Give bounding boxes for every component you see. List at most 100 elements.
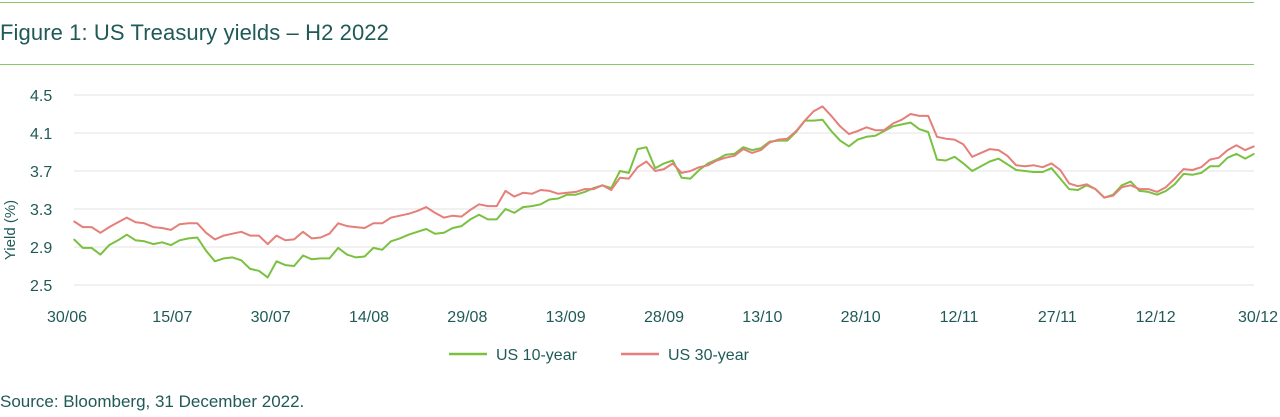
data-point	[266, 276, 269, 279]
data-point	[205, 250, 207, 252]
x-tick-label: 13/10	[742, 309, 782, 326]
page-title: Figure 1: US Treasury yields – H2 2022	[0, 20, 389, 45]
data-point	[302, 231, 304, 233]
data-point	[989, 148, 991, 150]
data-point	[953, 156, 956, 158]
y-tick-label: 4.5	[30, 88, 52, 105]
x-tick-label: 12/12	[1136, 309, 1176, 326]
data-point	[1209, 165, 1211, 168]
data-point	[786, 137, 789, 140]
data-point	[1218, 165, 1220, 168]
x-tick-label: 28/09	[644, 309, 684, 326]
data-point	[707, 164, 709, 167]
data-point	[73, 238, 75, 241]
data-point	[372, 222, 375, 225]
data-point	[355, 226, 357, 228]
data-point	[654, 170, 656, 172]
data-point	[557, 197, 560, 200]
data-point	[152, 243, 155, 245]
data-point	[918, 128, 921, 130]
data-point	[495, 218, 498, 221]
data-point	[205, 232, 207, 234]
data-point	[178, 239, 181, 242]
data-point	[856, 130, 859, 132]
series-line	[73, 118, 1255, 279]
data-point	[909, 113, 912, 115]
data-point	[434, 212, 436, 214]
data-point	[1147, 191, 1150, 193]
data-point	[478, 213, 480, 216]
data-point	[901, 118, 903, 121]
series-us-10-year	[73, 118, 1255, 279]
data-point	[319, 257, 322, 260]
data-point	[240, 259, 243, 262]
data-point	[469, 209, 472, 211]
data-point	[108, 244, 110, 246]
data-point	[1059, 169, 1062, 171]
data-point	[478, 203, 480, 206]
data-point	[742, 146, 745, 148]
data-point	[539, 189, 542, 191]
data-point	[997, 149, 1000, 151]
data-point	[117, 239, 119, 242]
data-point	[73, 220, 75, 223]
x-tick-label: 30/07	[251, 309, 291, 326]
data-point	[399, 214, 401, 217]
data-point	[1129, 180, 1132, 183]
data-point	[249, 234, 251, 237]
data-point	[1226, 156, 1229, 159]
data-point	[522, 206, 524, 208]
grid	[74, 94, 1254, 286]
data-point	[222, 257, 225, 260]
data-point	[724, 156, 727, 159]
x-tick-label: 28/10	[841, 309, 881, 326]
data-point	[619, 176, 621, 179]
data-point	[443, 232, 445, 234]
data-point	[390, 240, 392, 243]
data-point	[909, 121, 912, 124]
data-point	[1235, 153, 1238, 155]
legend-label: US 10-year	[496, 347, 578, 364]
data-point	[1059, 177, 1062, 180]
data-point	[892, 122, 894, 125]
data-point	[751, 152, 753, 154]
data-point	[575, 191, 577, 193]
data-point	[830, 130, 833, 132]
data-point	[786, 139, 789, 142]
data-point	[821, 118, 824, 121]
data-point	[328, 257, 331, 260]
data-point	[971, 156, 973, 158]
data-point	[601, 184, 604, 187]
data-point	[1077, 185, 1079, 187]
data-point	[99, 232, 102, 234]
data-point	[689, 170, 692, 172]
data-point	[460, 215, 463, 218]
data-point	[434, 232, 436, 235]
data-point	[346, 253, 348, 256]
data-point	[874, 135, 877, 137]
data-point	[539, 203, 542, 206]
data-point	[654, 167, 656, 169]
data-point	[848, 133, 850, 135]
data-point	[284, 239, 287, 242]
data-point	[451, 227, 454, 229]
data-point	[636, 148, 639, 150]
data-point	[1173, 177, 1176, 180]
data-point	[407, 233, 410, 236]
data-point	[980, 165, 982, 168]
data-point	[663, 162, 665, 165]
data-point	[161, 241, 163, 244]
data-point	[548, 198, 551, 201]
data-point	[680, 176, 683, 179]
data-point	[1200, 172, 1202, 174]
data-point	[504, 208, 507, 210]
data-point	[531, 205, 533, 207]
data-point	[196, 236, 199, 239]
data-point	[302, 254, 304, 257]
source-note: Source: Bloomberg, 31 December 2022.	[0, 392, 305, 411]
data-point	[170, 244, 172, 246]
data-point	[143, 240, 146, 243]
data-point	[548, 190, 551, 192]
data-point	[566, 193, 568, 196]
data-point	[460, 225, 463, 227]
